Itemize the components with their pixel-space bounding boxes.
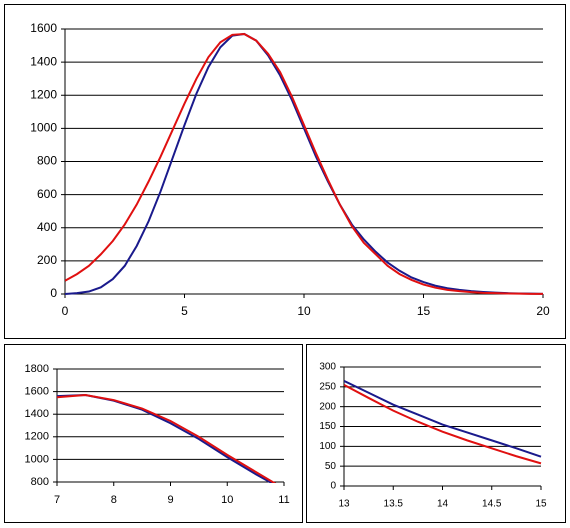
series-line [57, 393, 277, 483]
series-line [65, 32, 544, 295]
y-tick-label: 1400 [25, 408, 49, 420]
x-tick-label: 11 [278, 494, 289, 506]
y-tick-label: 200 [37, 253, 57, 267]
panel [306, 344, 566, 523]
x-tick-label: 20 [536, 304, 550, 318]
x-tick-label: 13 [338, 499, 350, 510]
y-tick-label: 200 [319, 401, 336, 412]
x-tick-label: 15 [417, 304, 431, 318]
y-tick-label: 600 [37, 187, 57, 201]
x-tick-label: 0 [62, 304, 69, 318]
series-line [344, 379, 542, 458]
y-tick-label: 150 [319, 421, 336, 432]
x-tick-label: 15 [535, 499, 547, 510]
x-tick-label: 7 [54, 494, 60, 506]
y-tick-label: 1000 [25, 453, 49, 465]
x-tick-label: 5 [181, 304, 188, 318]
y-tick-label: 0 [330, 481, 336, 492]
x-tick-label: 14.5 [482, 499, 502, 510]
y-tick-label: 250 [319, 381, 336, 392]
y-tick-label: 1400 [30, 54, 57, 68]
series-line [344, 383, 542, 465]
x-tick-label: 10 [297, 304, 311, 318]
y-tick-label: 1000 [30, 121, 57, 135]
y-tick-label: 1600 [25, 386, 49, 398]
y-tick-label: 100 [319, 441, 336, 452]
y-tick-label: 50 [325, 461, 337, 472]
y-tick-label: 1800 [25, 363, 49, 375]
panel [4, 344, 303, 523]
y-tick-label: 1600 [30, 21, 57, 35]
series-line [65, 32, 543, 295]
y-tick-label: 1200 [30, 87, 57, 101]
y-tick-label: 400 [37, 220, 57, 234]
x-tick-label: 14 [437, 499, 449, 510]
y-tick-label: 800 [31, 476, 49, 488]
y-tick-label: 300 [319, 362, 336, 373]
y-tick-label: 0 [50, 286, 57, 300]
x-tick-label: 8 [111, 494, 117, 506]
panel [4, 4, 566, 339]
x-tick-label: 9 [167, 494, 173, 506]
x-tick-label: 10 [221, 494, 233, 506]
x-tick-label: 13.5 [384, 499, 404, 510]
y-tick-label: 1200 [25, 431, 49, 443]
y-tick-label: 800 [37, 154, 57, 168]
